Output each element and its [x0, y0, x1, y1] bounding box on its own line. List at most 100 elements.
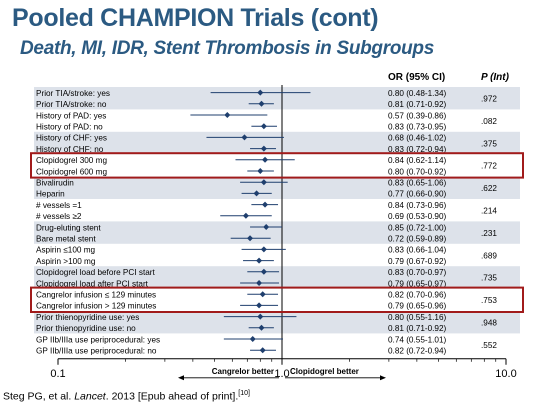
or-marker — [257, 313, 264, 320]
or-value: 0.83 (0.65-1.06) — [388, 179, 447, 188]
or-value: 0.84 (0.62-1.14) — [388, 156, 447, 165]
subgroup-label: # vessels =1 — [36, 201, 82, 210]
or-marker — [260, 145, 267, 152]
p-column-header: P (Int) — [481, 72, 510, 83]
or-value: 0.79 (0.67-0.92) — [388, 257, 447, 266]
or-marker — [260, 246, 267, 253]
subgroup-label: Prior TIA/stroke: no — [36, 100, 107, 109]
or-marker — [258, 324, 265, 331]
or-marker — [242, 212, 249, 219]
p-interaction-value: .231 — [481, 229, 497, 238]
or-value: 0.81 (0.71-0.92) — [388, 100, 447, 109]
slide-subtitle: Death, MI, IDR, Stent Thrombosis in Subg… — [20, 38, 435, 59]
subgroup-label: History of CHF: no — [36, 145, 104, 154]
right-direction-label: Clopidogrel better — [290, 367, 359, 376]
or-marker — [249, 336, 256, 342]
or-column-header: OR (95% CI) — [388, 72, 445, 83]
row-band — [34, 311, 520, 334]
subgroup-label: # vessels ≥2 — [36, 212, 82, 221]
subgroup-label: Aspirin ≤100 mg — [36, 246, 96, 255]
or-value: 0.81 (0.71-0.92) — [388, 324, 447, 333]
or-value: 0.72 (0.59-0.89) — [388, 235, 447, 244]
or-marker — [257, 168, 264, 174]
slide-title: Pooled CHAMPION Trials (cont) — [12, 4, 379, 32]
or-value: 0.69 (0.53-0.90) — [388, 212, 447, 221]
or-value: 0.83 (0.66-1.04) — [388, 246, 447, 255]
p-interaction-value: .735 — [481, 274, 497, 283]
p-interaction-value: .622 — [481, 184, 497, 193]
subgroup-label: Clopidogrel load after PCI start — [36, 279, 149, 288]
or-marker — [241, 134, 248, 141]
or-value: 0.84 (0.73-0.96) — [388, 201, 447, 210]
or-value: 0.82 (0.70-0.96) — [388, 291, 447, 300]
or-value: 0.80 (0.70-0.92) — [388, 167, 447, 176]
x-tick-label: 1.0 — [274, 368, 289, 380]
subgroup-label: Prior TIA/stroke: yes — [36, 89, 110, 98]
subgroup-label: Prior thienopyridine use: no — [36, 324, 136, 333]
subgroup-label: Clopidogrel 300 mg — [36, 156, 107, 165]
subgroup-label: Clopidogrel load before PCI start — [36, 268, 156, 277]
or-value: 0.85 (0.72-1.00) — [388, 223, 447, 232]
p-interaction-value: .948 — [481, 319, 497, 328]
right-arrowhead — [380, 375, 386, 381]
subgroup-label: Cangrelor infusion ≤ 129 minutes — [36, 291, 156, 300]
subgroup-label: Cangrelor infusion > 129 minutes — [36, 302, 156, 311]
or-marker — [247, 235, 254, 242]
or-marker — [259, 347, 266, 354]
or-marker — [263, 224, 270, 230]
or-marker — [253, 190, 260, 197]
left-direction-label: Cangrelor better — [212, 367, 274, 376]
subgroup-label: History of CHF: yes — [36, 134, 107, 143]
or-value: 0.82 (0.72-0.94) — [388, 347, 447, 356]
or-marker — [256, 280, 263, 286]
row-band — [34, 131, 520, 155]
p-interaction-value: .375 — [481, 139, 497, 148]
p-interaction-value: .772 — [481, 162, 497, 171]
or-value: 0.79 (0.65-0.97) — [388, 279, 447, 288]
or-marker — [260, 123, 267, 130]
or-marker — [256, 302, 263, 309]
or-marker — [224, 112, 231, 118]
or-marker — [259, 291, 266, 298]
or-marker — [260, 268, 267, 275]
p-interaction-value: .552 — [481, 341, 497, 350]
or-marker — [262, 156, 269, 163]
subgroup-label: Prior thienopyridine use: yes — [36, 313, 139, 322]
or-value: 0.74 (0.55-1.01) — [388, 335, 447, 344]
p-interaction-value: .753 — [481, 296, 497, 305]
or-value: 0.68 (0.46-1.02) — [388, 134, 447, 143]
row-band — [34, 221, 520, 244]
or-value: 0.57 (0.39-0.86) — [388, 111, 447, 120]
x-tick-label: 10.0 — [495, 368, 516, 380]
subgroup-label: Heparin — [36, 190, 65, 199]
row-band — [34, 87, 520, 110]
or-value: 0.83 (0.72-0.94) — [388, 145, 447, 154]
or-marker — [258, 100, 265, 107]
subgroup-label: GP IIb/IIIa use periprocedural: yes — [36, 335, 160, 344]
subgroup-label: History of PAD: yes — [36, 111, 106, 120]
or-value: 0.83 (0.70-0.97) — [388, 268, 447, 277]
row-band — [34, 266, 520, 289]
or-value: 0.80 (0.48-1.34) — [388, 89, 447, 98]
subgroup-label: Clopidogrel 600 mg — [36, 167, 107, 176]
citation: Steg PG, et al. Lancet. 2013 [Epub ahead… — [3, 390, 250, 403]
p-interaction-value: .689 — [481, 251, 497, 260]
p-interaction-value: .214 — [481, 207, 497, 216]
subgroup-label: Drug-eluting stent — [36, 223, 101, 232]
or-marker — [256, 257, 263, 264]
or-marker — [257, 89, 264, 96]
or-value: 0.83 (0.73-0.95) — [388, 123, 447, 132]
or-value: 0.80 (0.55-1.16) — [388, 313, 447, 322]
citation-journal: Lancet — [74, 390, 106, 403]
or-marker — [262, 201, 269, 208]
subgroup-label: Aspirin >100 mg — [36, 257, 96, 266]
subgroup-label: GP IIb/IIIa use periprocedural: no — [36, 347, 157, 356]
highlight-box — [30, 152, 524, 179]
row-band — [34, 176, 520, 199]
left-arrowhead — [178, 375, 184, 381]
subgroup-label: Bivalirudin — [36, 179, 74, 188]
or-marker — [260, 179, 267, 186]
citation-authors: Steg PG, et al. — [3, 390, 75, 403]
or-value: 0.77 (0.66-0.90) — [388, 190, 447, 199]
